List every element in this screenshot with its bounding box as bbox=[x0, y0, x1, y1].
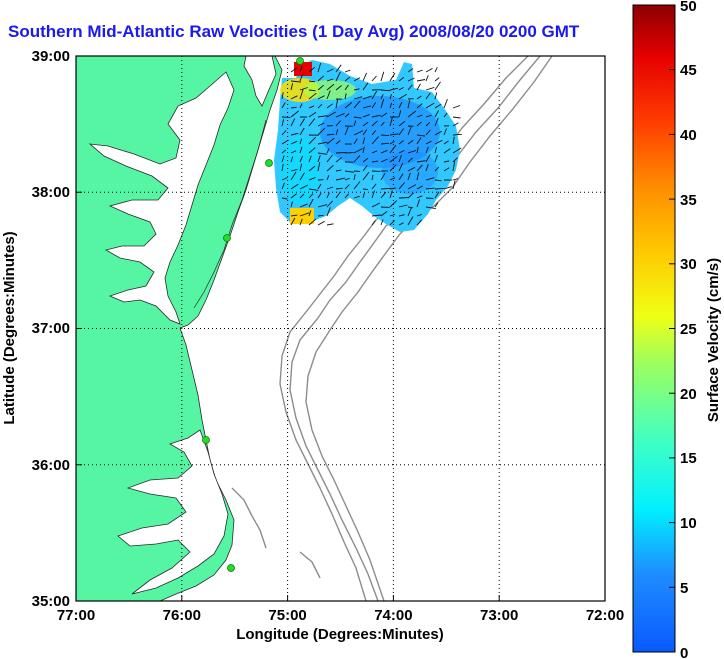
colorbar-tick-label: 5 bbox=[680, 580, 688, 597]
y-tick-label: 35:00 bbox=[32, 593, 70, 610]
colorbar-tick-label: 35 bbox=[680, 192, 697, 209]
colorbar-tick-label: 30 bbox=[680, 256, 697, 273]
colorbar-label: Surface Velocity (cm/s) bbox=[705, 258, 722, 422]
colorbar-tick-label: 20 bbox=[680, 386, 697, 403]
axis-ticks bbox=[76, 191, 500, 601]
colorbar-tick-label: 0 bbox=[680, 645, 688, 659]
colorbar-tick-label: 15 bbox=[680, 450, 697, 467]
x-tick-label: 73:00 bbox=[480, 607, 518, 624]
colorbar bbox=[632, 4, 676, 653]
map-title: Southern Mid-Atlantic Raw Velocities (1 … bbox=[8, 22, 580, 41]
colorbar-ticks bbox=[669, 4, 675, 653]
colorbar-tick-label: 40 bbox=[680, 127, 697, 144]
x-tick-label: 74:00 bbox=[374, 607, 412, 624]
colorbar-tick-label: 25 bbox=[680, 321, 697, 338]
x-tick-label: 77:00 bbox=[57, 607, 95, 624]
x-tick-label: 76:00 bbox=[163, 607, 201, 624]
barrier-islands bbox=[193, 119, 267, 309]
y-tick-label: 38:00 bbox=[32, 184, 70, 201]
x-axis-label: Longitude (Degrees:Minutes) bbox=[236, 626, 444, 643]
y-tick-label: 37:00 bbox=[32, 320, 70, 337]
pamlico-sound bbox=[117, 429, 229, 595]
y-tick-label: 36:00 bbox=[32, 457, 70, 474]
colorbar-tick-label: 50 bbox=[680, 0, 697, 15]
delaware-bay bbox=[243, 56, 277, 107]
y-tick-label: 39:00 bbox=[32, 48, 70, 65]
chesapeake-bay bbox=[88, 71, 235, 325]
radar-stations bbox=[202, 57, 304, 572]
velocity-field bbox=[274, 60, 462, 232]
x-tick-label: 72:00 bbox=[586, 607, 624, 624]
grid-lines bbox=[76, 56, 605, 601]
x-tick-label: 75:00 bbox=[268, 607, 306, 624]
colorbar-tick-label: 45 bbox=[680, 62, 697, 79]
colorbar-tick-label: 10 bbox=[680, 515, 697, 532]
y-axis-label: Latitude (Degrees:Minutes) bbox=[1, 231, 18, 424]
